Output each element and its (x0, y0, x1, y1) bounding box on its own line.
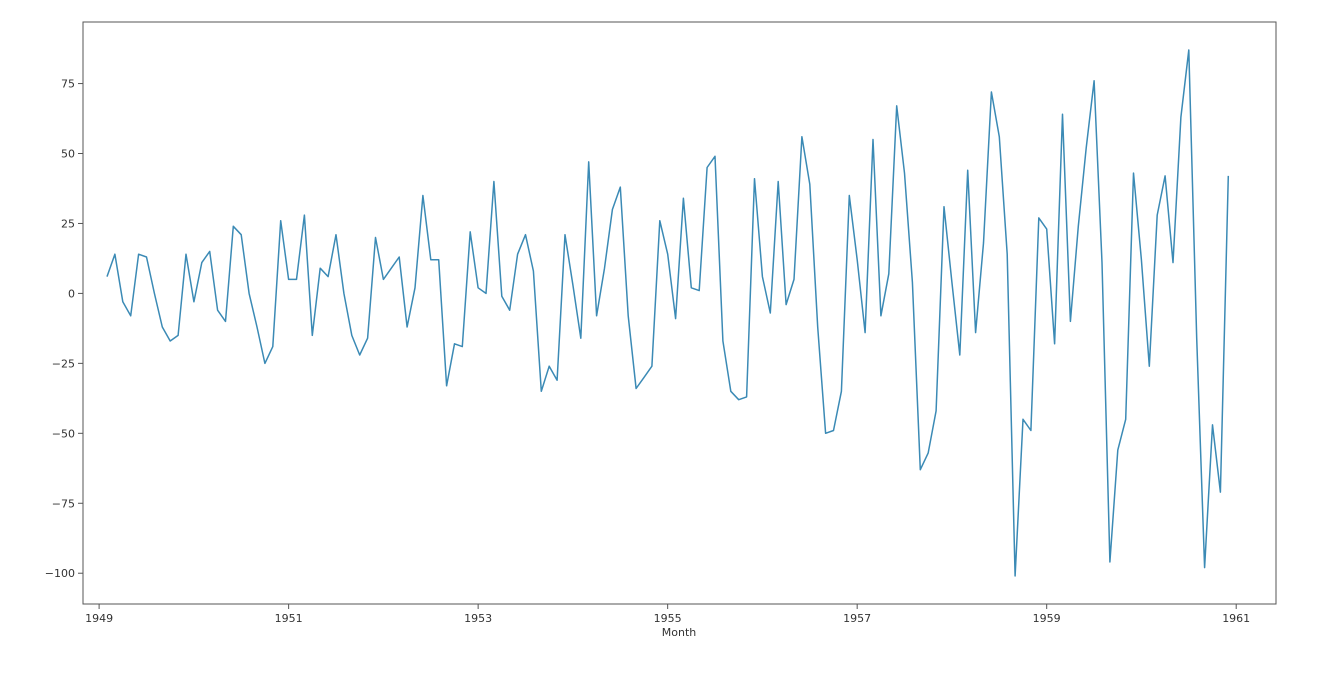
series-line (106, 49, 1230, 577)
y-tick-label: −25 (52, 357, 75, 370)
y-tick-label: −75 (52, 497, 75, 510)
plot-frame (82, 21, 1277, 605)
y-tick-label: 50 (61, 148, 75, 161)
x-tick-label: 1953 (464, 612, 492, 625)
x-axis: 1949 1951 1953 1955 1957 1959 1961 (85, 604, 1250, 625)
x-tick-label: 1957 (843, 612, 871, 625)
x-axis-title: Month (662, 626, 697, 639)
y-axis: 75 50 25 0 −25 −50 −75 −100 (45, 78, 83, 580)
y-tick-label: −50 (52, 427, 75, 440)
y-tick-label: −100 (45, 567, 75, 580)
y-tick-label: 0 (68, 287, 75, 300)
x-tick-label: 1955 (654, 612, 682, 625)
x-tick-label: 1949 (85, 612, 113, 625)
x-tick-label: 1959 (1033, 612, 1061, 625)
x-tick-label: 1961 (1222, 612, 1250, 625)
x-tick-label: 1951 (275, 612, 303, 625)
y-tick-label: 75 (61, 78, 75, 91)
y-tick-label: 25 (61, 217, 75, 230)
